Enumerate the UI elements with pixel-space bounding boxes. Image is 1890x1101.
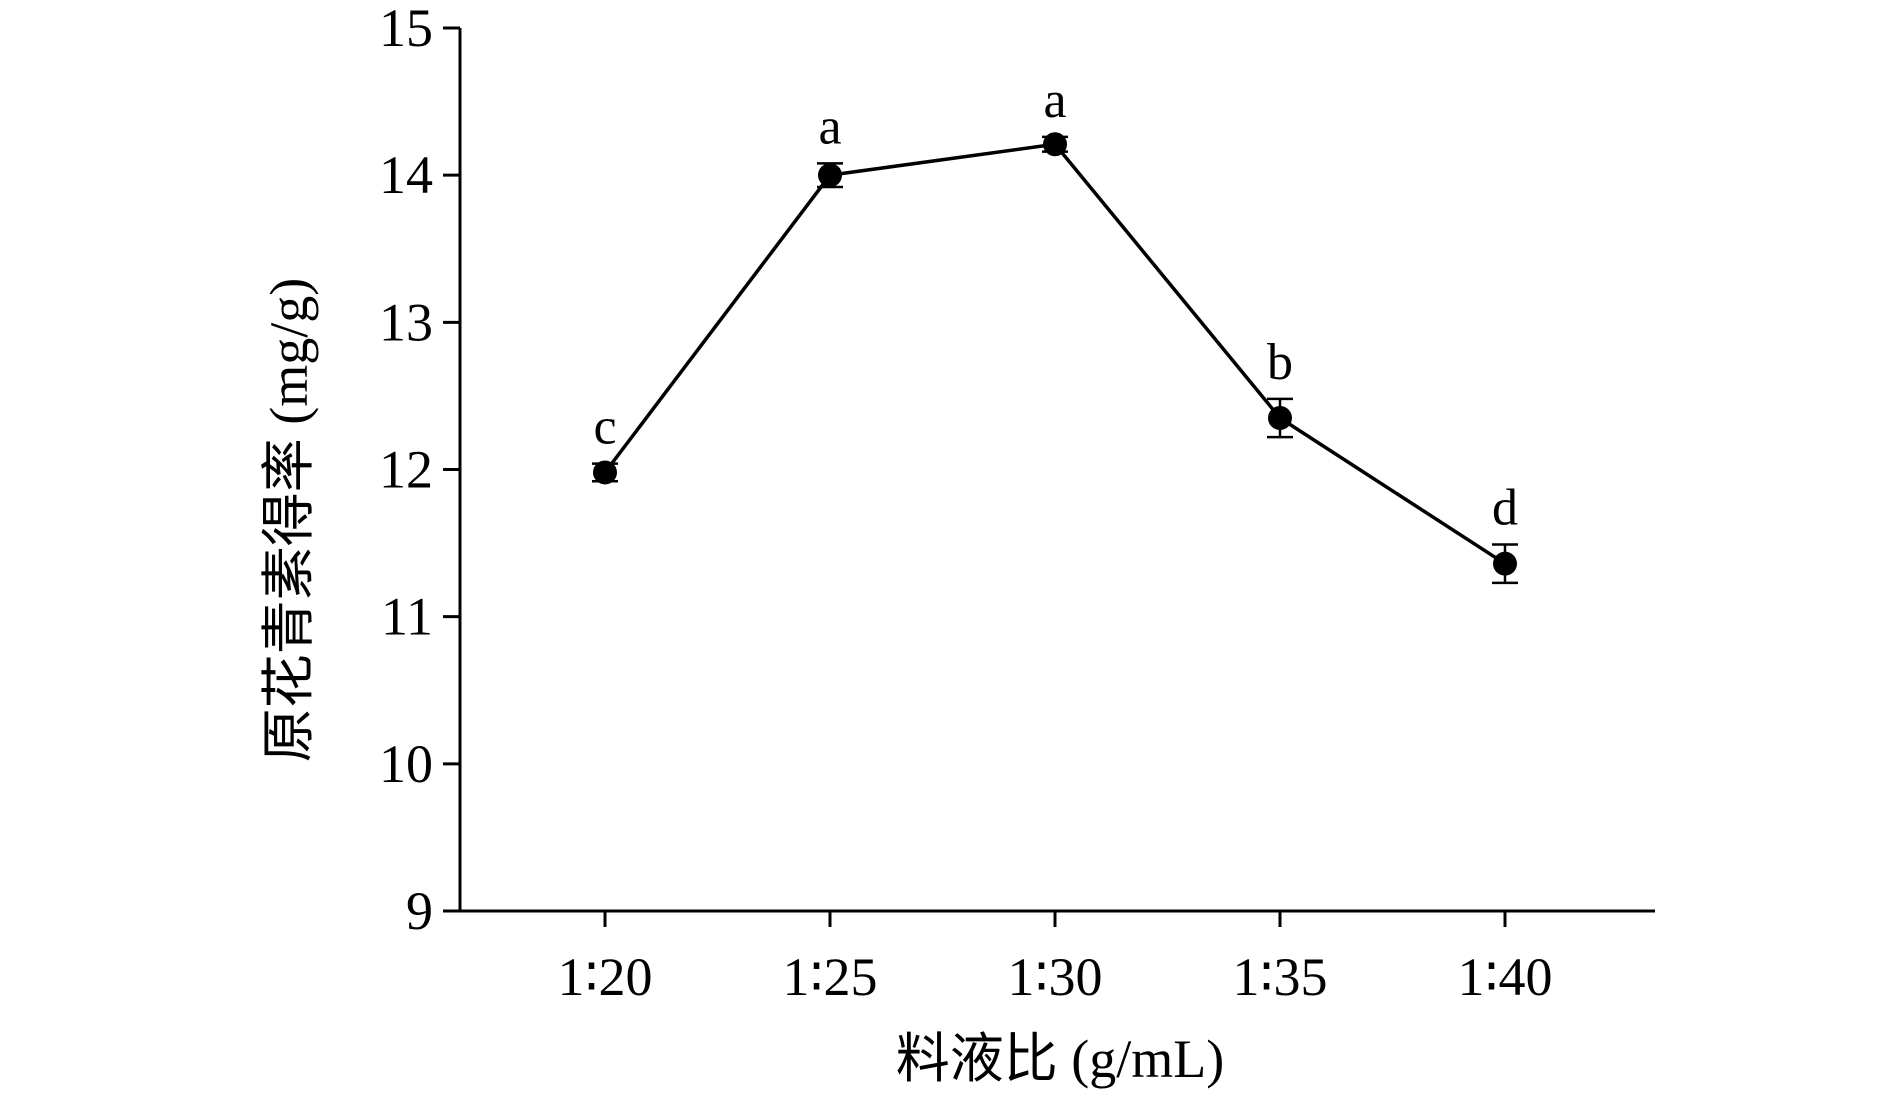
series-line	[603, 142, 1506, 566]
significance-label: a	[818, 98, 841, 155]
y-tick-label: 14	[379, 145, 433, 205]
significance-label: d	[1492, 480, 1518, 537]
data-point	[1268, 405, 1292, 430]
x-tick-label: 1∶25	[782, 947, 877, 1007]
significance-label: c	[593, 399, 616, 456]
y-tick-label: 9	[406, 881, 433, 941]
significance-label: b	[1267, 334, 1293, 391]
x-tick-label: 1∶30	[1007, 947, 1102, 1007]
series: c a a b d	[592, 72, 1518, 585]
x-tick-label: 1∶35	[1232, 947, 1327, 1007]
data-point	[1493, 551, 1517, 576]
significance-label: a	[1043, 72, 1066, 129]
y-axis-title: 原花青素得率 (mg/g)	[259, 278, 319, 762]
axes	[458, 28, 1655, 913]
x-axis-title: 料液比 (g/mL)	[896, 1029, 1224, 1089]
y-tick-label: 11	[381, 587, 433, 647]
data-point	[818, 163, 842, 188]
x-tick-label: 1∶40	[1457, 947, 1552, 1007]
y-tick-label: 12	[379, 440, 433, 500]
ticks: 9 10 11 12 13 14 15 1∶20 1∶25 1∶30 1∶35 1∶40	[379, 0, 1553, 1007]
y-tick-label: 10	[379, 734, 433, 794]
data-point	[1043, 132, 1067, 157]
y-tick-label: 15	[379, 0, 433, 58]
x-tick-label: 1∶20	[557, 947, 652, 1007]
data-point	[593, 460, 617, 485]
labels: 料液比 (g/mL) 原花青素得率 (mg/g)	[259, 278, 1224, 1089]
y-tick-label: 13	[379, 292, 433, 352]
